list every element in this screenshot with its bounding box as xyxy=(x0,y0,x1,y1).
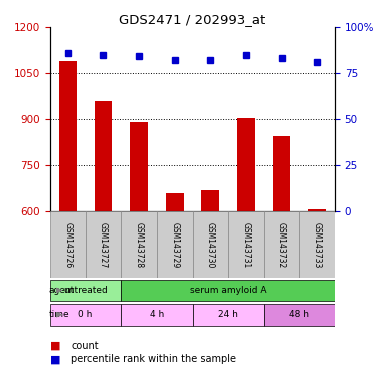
Bar xyxy=(59,61,77,211)
Title: GDS2471 / 202993_at: GDS2471 / 202993_at xyxy=(119,13,266,26)
Bar xyxy=(192,304,264,326)
Bar xyxy=(121,304,192,326)
Text: time: time xyxy=(48,310,69,319)
Bar xyxy=(85,211,121,278)
Bar xyxy=(308,209,326,211)
Bar xyxy=(121,211,157,278)
Text: count: count xyxy=(71,341,99,351)
Text: 48 h: 48 h xyxy=(290,310,309,319)
Bar xyxy=(50,211,85,278)
Text: ■: ■ xyxy=(50,354,60,364)
Text: GSM143728: GSM143728 xyxy=(135,222,144,268)
Bar xyxy=(201,190,219,211)
Text: 24 h: 24 h xyxy=(218,310,238,319)
Bar xyxy=(228,211,264,278)
Bar xyxy=(264,304,335,326)
Text: GSM143729: GSM143729 xyxy=(170,222,179,268)
Text: GSM143730: GSM143730 xyxy=(206,222,215,268)
Text: GSM143732: GSM143732 xyxy=(277,222,286,268)
Bar xyxy=(95,101,112,211)
Bar xyxy=(121,280,335,301)
Bar xyxy=(192,211,228,278)
Text: GSM143727: GSM143727 xyxy=(99,222,108,268)
Bar xyxy=(50,304,121,326)
Text: GSM143733: GSM143733 xyxy=(313,222,321,268)
Bar xyxy=(157,211,192,278)
Text: ■: ■ xyxy=(50,341,60,351)
Bar xyxy=(300,211,335,278)
Text: 0 h: 0 h xyxy=(79,310,93,319)
Bar xyxy=(50,280,121,301)
Text: GSM143731: GSM143731 xyxy=(241,222,250,268)
Text: untreated: untreated xyxy=(63,286,108,295)
Text: 4 h: 4 h xyxy=(150,310,164,319)
Text: agent: agent xyxy=(48,286,75,295)
Text: GSM143726: GSM143726 xyxy=(64,222,72,268)
Bar xyxy=(166,193,184,211)
Text: percentile rank within the sample: percentile rank within the sample xyxy=(71,354,236,364)
Bar xyxy=(264,211,300,278)
Bar xyxy=(273,136,290,211)
Text: serum amyloid A: serum amyloid A xyxy=(190,286,266,295)
Bar xyxy=(130,122,148,211)
Bar xyxy=(237,118,255,211)
